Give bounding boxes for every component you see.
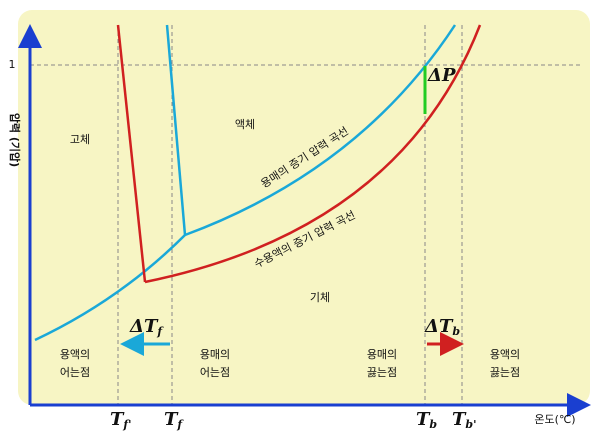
solvent-melting-curve <box>165 24 187 236</box>
region-label: 고체 <box>70 133 90 146</box>
y-axis-label: 압력 (기압) <box>8 113 22 167</box>
note: 끓는점 <box>490 366 520 379</box>
y-tick-label: 1 <box>9 58 16 71</box>
plot-area <box>18 10 590 405</box>
solution-vapor-curve <box>144 24 482 284</box>
x-mark-label: Tb' <box>452 409 476 431</box>
note: 어는점 <box>200 366 230 379</box>
note: 용매의 <box>200 348 230 361</box>
delta-tb-label: ΔTb <box>424 316 460 338</box>
solvent-sublimation-curve <box>34 234 186 342</box>
x-mark-label: Tf <box>164 409 184 431</box>
note: 어는점 <box>60 366 90 379</box>
region-label: 액체 <box>235 118 255 131</box>
solvent-vapor-curve <box>184 24 457 237</box>
note: 용액의 <box>60 348 90 361</box>
x-mark-label: Tf' <box>110 409 132 431</box>
x-mark-label: Tb <box>416 409 437 431</box>
region-label: 기체 <box>310 291 330 304</box>
delta-p-label: ΔP <box>427 65 456 86</box>
note: 용매의 <box>367 348 397 361</box>
x-axis-label: 온도(℃) <box>534 413 575 426</box>
note: 용액의 <box>490 348 520 361</box>
delta-tf-label: ΔTf <box>129 316 164 338</box>
note: 끓는점 <box>367 366 397 379</box>
solution-melting-curve <box>116 24 147 283</box>
